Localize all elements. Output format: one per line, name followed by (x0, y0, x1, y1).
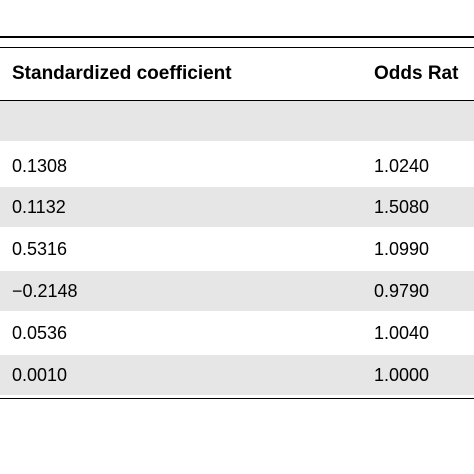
table-row: −0.2148 0.9790 (0, 271, 474, 311)
table-row: 0.1132 1.5080 (0, 187, 474, 227)
coef-cell: 0.5316 (12, 239, 68, 259)
table-row: 0.5316 1.0990 (0, 229, 474, 269)
table-row (0, 101, 474, 141)
odds-cell: 1.0990 (374, 239, 430, 259)
odds-cell: 1.0040 (374, 323, 430, 343)
table-row: 0.0536 1.0040 (0, 313, 474, 353)
header-standardized-coefficient: Standardized coefficient (12, 63, 232, 84)
coef-cell: 0.1132 (12, 197, 66, 217)
coef-cell: 0.0536 (12, 323, 68, 343)
coef-cell: 0.1308 (12, 156, 68, 176)
table-row: 0.0010 1.0000 (0, 355, 474, 395)
coef-cell: −0.2148 (12, 281, 78, 301)
header-odds-ratio: Odds Rat (374, 63, 459, 84)
table-row: 0.1308 1.0240 (0, 146, 474, 186)
odds-cell: 1.0240 (374, 156, 430, 176)
odds-cell: 1.5080 (374, 197, 430, 217)
table-header-row: Standardized coefficient Odds Rat (0, 48, 474, 100)
bottom-rule (0, 398, 474, 399)
odds-cell: 1.0000 (374, 365, 430, 385)
odds-cell: 0.9790 (374, 281, 430, 301)
coef-cell: 0.0010 (12, 365, 68, 385)
top-rule (0, 36, 474, 38)
header-rule-top (0, 47, 474, 48)
header-rule-bottom (0, 100, 474, 101)
